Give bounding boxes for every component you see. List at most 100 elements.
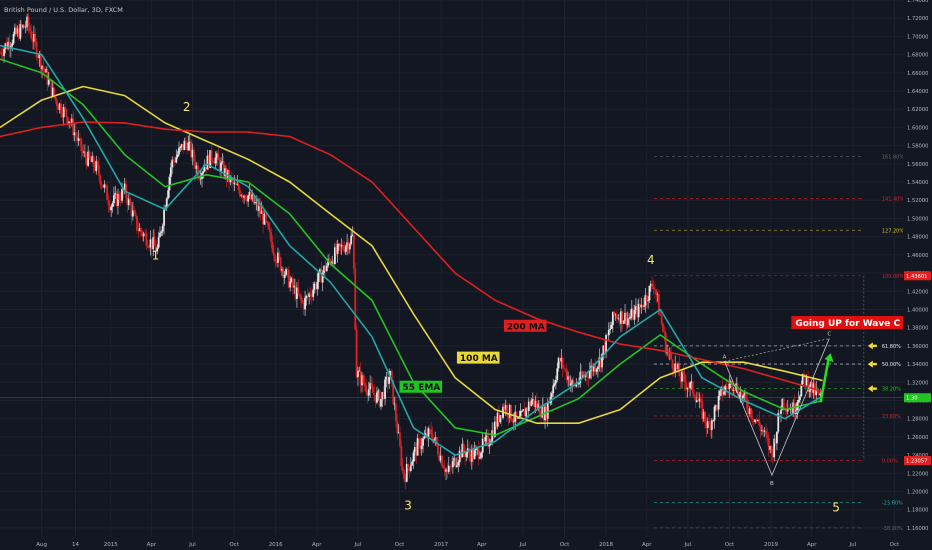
candle-body [647,300,649,302]
candle-body [439,455,442,461]
fibonacci-retracement[interactable]: 161.80%141.40%127.20%100.00%61.80%50.00%… [0,155,904,532]
candle-body [175,157,178,163]
candle-body [685,382,687,390]
candle-body [592,364,595,372]
y-tick-label: 1.66000 [907,71,928,77]
candle-body [805,376,808,386]
candle-body [503,406,506,410]
candle-body [75,132,77,137]
candle-body [591,365,594,372]
candle-body [778,413,781,414]
price-axis[interactable]: 1.74000 1.72000 1.70000 1.68000 1.66000 1.640… [903,0,932,550]
candle-body [65,109,68,117]
candle-body [226,169,229,180]
candle-body [73,132,76,136]
candle-body [336,244,339,254]
x-tick-label: Oct [395,542,405,548]
candle-body [367,389,370,396]
candle-body [560,357,563,362]
candle-body [374,394,377,403]
candle-body [37,57,39,59]
candle-body [60,103,62,114]
candle-body [211,160,214,162]
candle-body [797,399,800,403]
candle-body [495,421,498,427]
candle-body [26,16,29,27]
candle-body [43,69,46,73]
y-tick-label: 1.18000 [907,508,928,514]
candle-body [339,243,342,247]
candle-body [260,210,263,214]
candle-body [129,198,132,205]
candle-body [34,34,37,42]
candle-body [681,371,683,382]
x-tick-label: Oct [560,542,570,548]
candle-body [171,159,174,168]
candle-body [408,468,411,471]
ma-tag [503,319,547,332]
time-axis[interactable]: Aug 14 2015 Apr Jul Oct 2016 Apr Jul Oct 2017 Apr Ju… [36,542,900,548]
candle-body [159,232,161,238]
candle-body [487,435,490,447]
candle-body [340,245,343,247]
abc-pattern[interactable]: A B C [723,332,832,488]
candle-body [319,269,321,273]
candle-body [125,183,127,198]
candle-body [660,315,663,324]
candle-body [335,247,338,254]
candle-body [437,444,439,455]
candle-body [512,421,515,423]
target-arrow [867,342,873,350]
candle-body [504,405,507,410]
candle-body [430,429,433,435]
candle-body [757,419,759,421]
x-tick-label: Oct [725,542,735,548]
abc-ac-line [724,338,830,362]
candle-body [453,457,456,462]
candle-body [682,371,685,375]
candle-body [645,295,648,302]
candle-body [35,41,38,58]
x-tick-label: 2019 [764,542,778,548]
candle-body [710,420,713,431]
candle-body [305,295,308,298]
candle-body [456,465,458,468]
candle-body [325,265,328,272]
x-tick-label: Jul [519,542,527,548]
candle-body [169,167,172,177]
candle-body [144,233,146,235]
candle-body [675,363,678,369]
candle-body [210,150,213,161]
candle-body [110,206,113,211]
candle-body [351,234,354,236]
candle-body [243,195,245,198]
candle-body [76,136,79,141]
candle-body [206,155,209,170]
candle-body [220,162,222,171]
candle-body [77,138,80,141]
candle-body [511,419,514,422]
candle-body [291,278,294,288]
candle-body [620,311,622,324]
candle-body [609,328,612,330]
candle-body [784,407,786,409]
candle-body [534,401,537,408]
candle-body [279,257,282,271]
candle-body [41,65,43,70]
candle-body [92,156,95,168]
chart-labels: 1 2 3 4 5 200 MA 100 MA 55 EMA Going UP for Wave… [152,100,917,515]
candle-body [807,376,809,392]
candle-body [435,437,438,445]
candle-body [30,30,33,39]
candle-body [266,221,269,223]
candle-body [184,140,187,143]
candle-body [399,432,401,446]
candle-body [713,406,716,421]
candle-body [664,332,667,354]
price-tag-label: 1.43601 [906,274,927,280]
candle-body [320,269,323,283]
candle-body [366,392,369,396]
x-tick-label: 2017 [434,542,448,548]
candle-body [541,405,544,418]
